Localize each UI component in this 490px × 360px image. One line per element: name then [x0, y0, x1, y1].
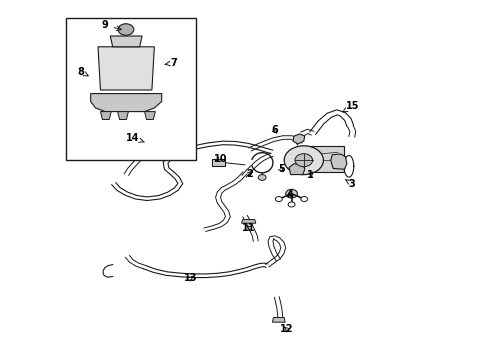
- Bar: [212, 159, 225, 166]
- Circle shape: [284, 146, 323, 175]
- Text: 13: 13: [184, 273, 198, 283]
- Circle shape: [301, 197, 308, 202]
- Text: 6: 6: [271, 125, 278, 135]
- Text: 1: 1: [307, 170, 314, 180]
- Polygon shape: [289, 164, 305, 175]
- Bar: [66, 18, 196, 160]
- Polygon shape: [110, 36, 142, 47]
- Polygon shape: [91, 94, 162, 112]
- Text: 3: 3: [345, 179, 355, 189]
- Text: 4: 4: [287, 190, 294, 200]
- Text: 11: 11: [242, 222, 256, 233]
- Polygon shape: [100, 112, 111, 120]
- Polygon shape: [145, 112, 155, 120]
- Polygon shape: [98, 47, 154, 90]
- Circle shape: [258, 175, 266, 180]
- Circle shape: [286, 189, 297, 198]
- Text: 7: 7: [165, 58, 177, 68]
- Text: 2: 2: [246, 168, 253, 179]
- Circle shape: [118, 24, 134, 35]
- Bar: [311, 146, 344, 172]
- Text: 9: 9: [102, 20, 121, 31]
- Polygon shape: [331, 154, 347, 169]
- Circle shape: [288, 202, 295, 207]
- Circle shape: [275, 197, 282, 202]
- Polygon shape: [118, 112, 128, 120]
- Polygon shape: [293, 134, 305, 144]
- Text: 14: 14: [125, 132, 145, 143]
- Text: 10: 10: [214, 154, 227, 164]
- Polygon shape: [272, 318, 285, 322]
- Circle shape: [295, 154, 313, 167]
- Text: 15: 15: [343, 101, 360, 112]
- Polygon shape: [242, 220, 256, 223]
- Text: 5: 5: [278, 164, 285, 174]
- Text: 12: 12: [280, 324, 294, 334]
- Polygon shape: [157, 150, 168, 154]
- Text: 8: 8: [77, 67, 88, 77]
